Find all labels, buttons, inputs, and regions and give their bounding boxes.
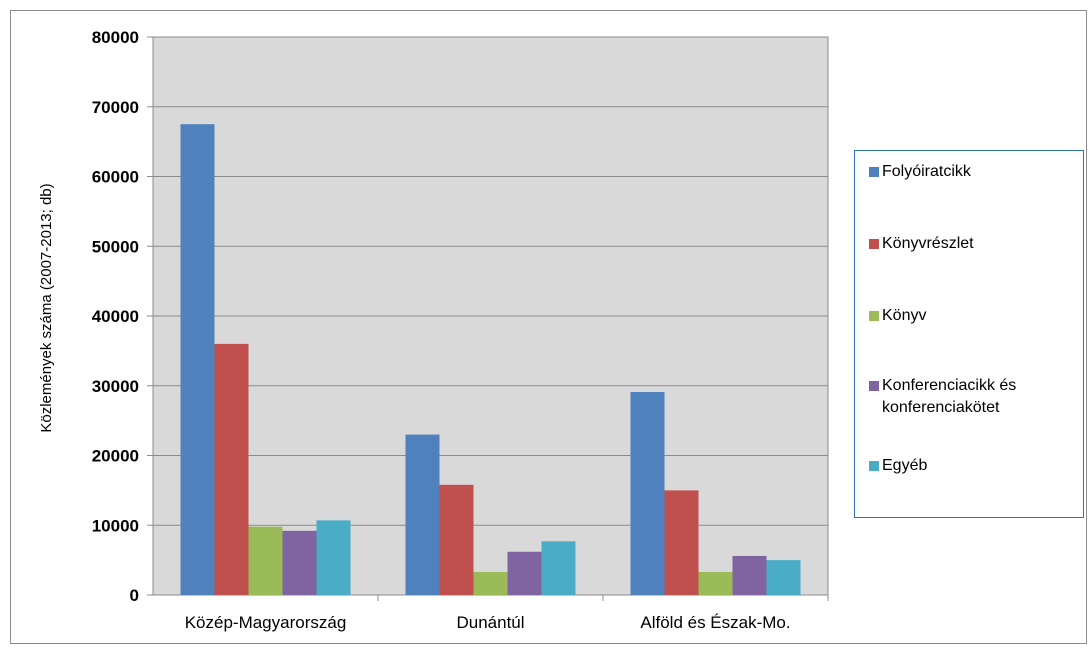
legend-label: Könyv	[882, 307, 927, 324]
y-tick-label: 50000	[92, 237, 139, 256]
bar-4-3	[732, 555, 767, 595]
bar-5-2	[541, 541, 576, 595]
y-tick-label: 70000	[92, 98, 139, 117]
x-category-label: Közép-Magyarország	[185, 613, 347, 632]
legend-label: Folyóiratcikk	[882, 163, 971, 180]
y-tick-label: 30000	[92, 377, 139, 396]
bar-3-2	[473, 571, 508, 595]
legend-item: Konferenciacikk és konferenciakötet	[869, 375, 1082, 419]
x-category-label: Alföld és Észak-Mo.	[640, 613, 790, 632]
legend-swatch	[869, 311, 879, 321]
bar-1-2	[405, 434, 440, 595]
bar-4-2	[507, 551, 542, 595]
legend: Folyóiratcikk Könyvrészlet Könyv Konferenci…	[854, 150, 1084, 518]
y-tick-label: 0	[130, 586, 139, 605]
bar-4-1	[282, 530, 317, 595]
y-tick-label: 10000	[92, 516, 139, 535]
legend-item: Könyvrészlet	[869, 233, 1082, 255]
y-tick-label: 80000	[92, 28, 139, 47]
legend-swatch	[869, 239, 879, 249]
bar-2-1	[214, 343, 249, 595]
legend-swatch	[869, 167, 879, 177]
bar-1-3	[630, 392, 665, 595]
y-axis-title: Közlemények száma (2007-2013; db)	[38, 183, 55, 432]
y-tick-label: 20000	[92, 447, 139, 466]
legend-item: Könyv	[869, 305, 1082, 327]
bar-3-3	[698, 571, 733, 595]
bar-1-1	[180, 124, 215, 595]
y-tick-label: 60000	[92, 168, 139, 187]
bar-2-3	[664, 490, 699, 595]
legend-swatch	[869, 461, 879, 471]
legend-swatch	[869, 381, 879, 391]
y-tick-label: 40000	[92, 307, 139, 326]
x-category-label: Dunántúl	[456, 613, 524, 632]
legend-label: Egyéb	[882, 457, 928, 474]
legend-label: Könyvrészlet	[882, 235, 974, 252]
legend-item: Egyéb	[869, 455, 1082, 477]
bar-5-3	[766, 560, 801, 595]
legend-item: Folyóiratcikk	[869, 161, 1082, 183]
bar-2-2	[439, 484, 474, 595]
legend-label: Konferenciacikk és konferenciakötet	[882, 377, 1017, 416]
bar-5-1	[316, 520, 351, 595]
bar-3-1	[248, 526, 283, 595]
